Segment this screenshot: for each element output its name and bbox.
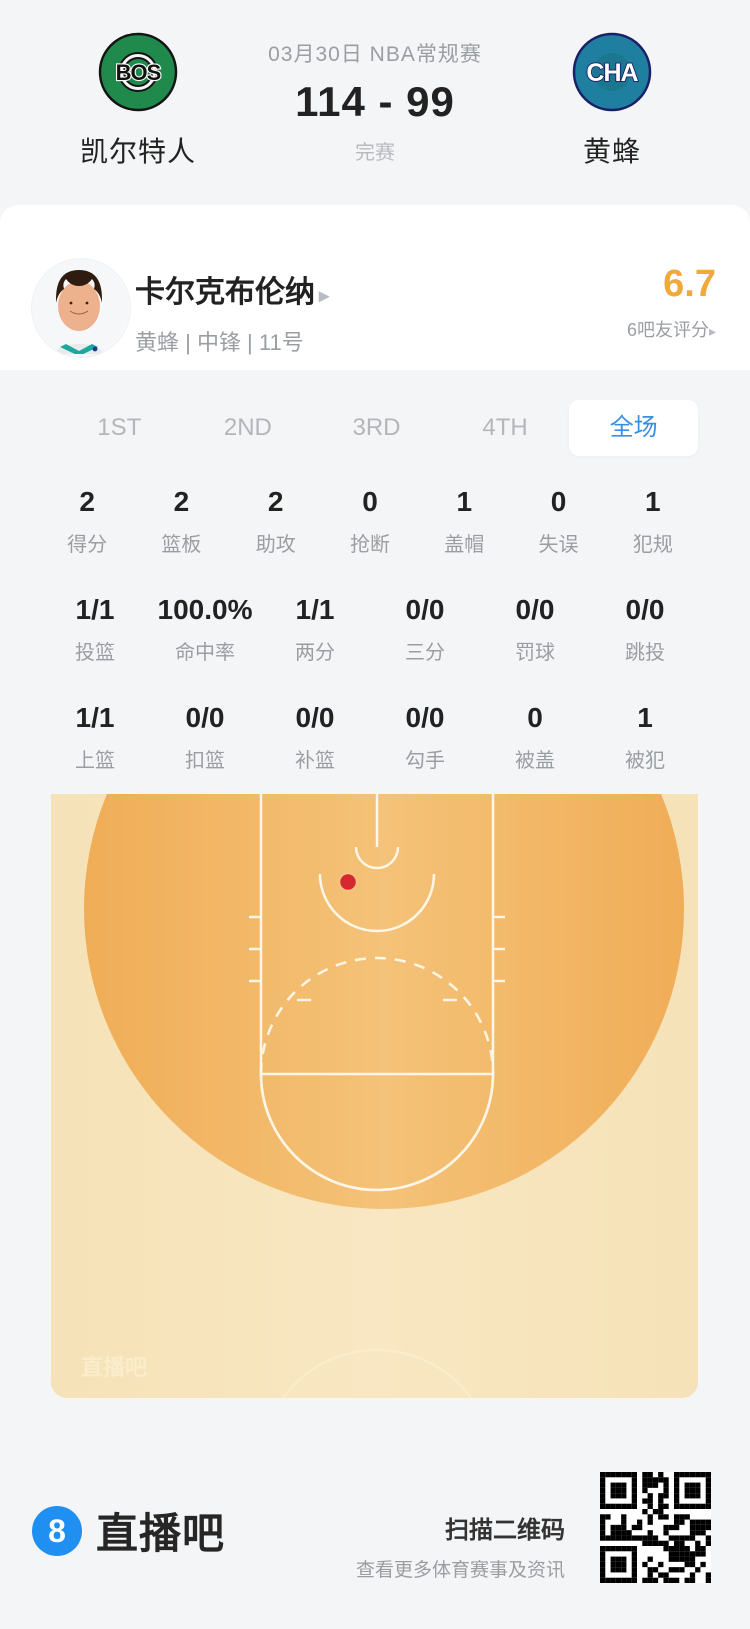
- svg-text:CHA: CHA: [586, 59, 638, 87]
- svg-text:BOS: BOS: [116, 60, 161, 85]
- svg-text:直播吧: 直播吧: [81, 1355, 147, 1380]
